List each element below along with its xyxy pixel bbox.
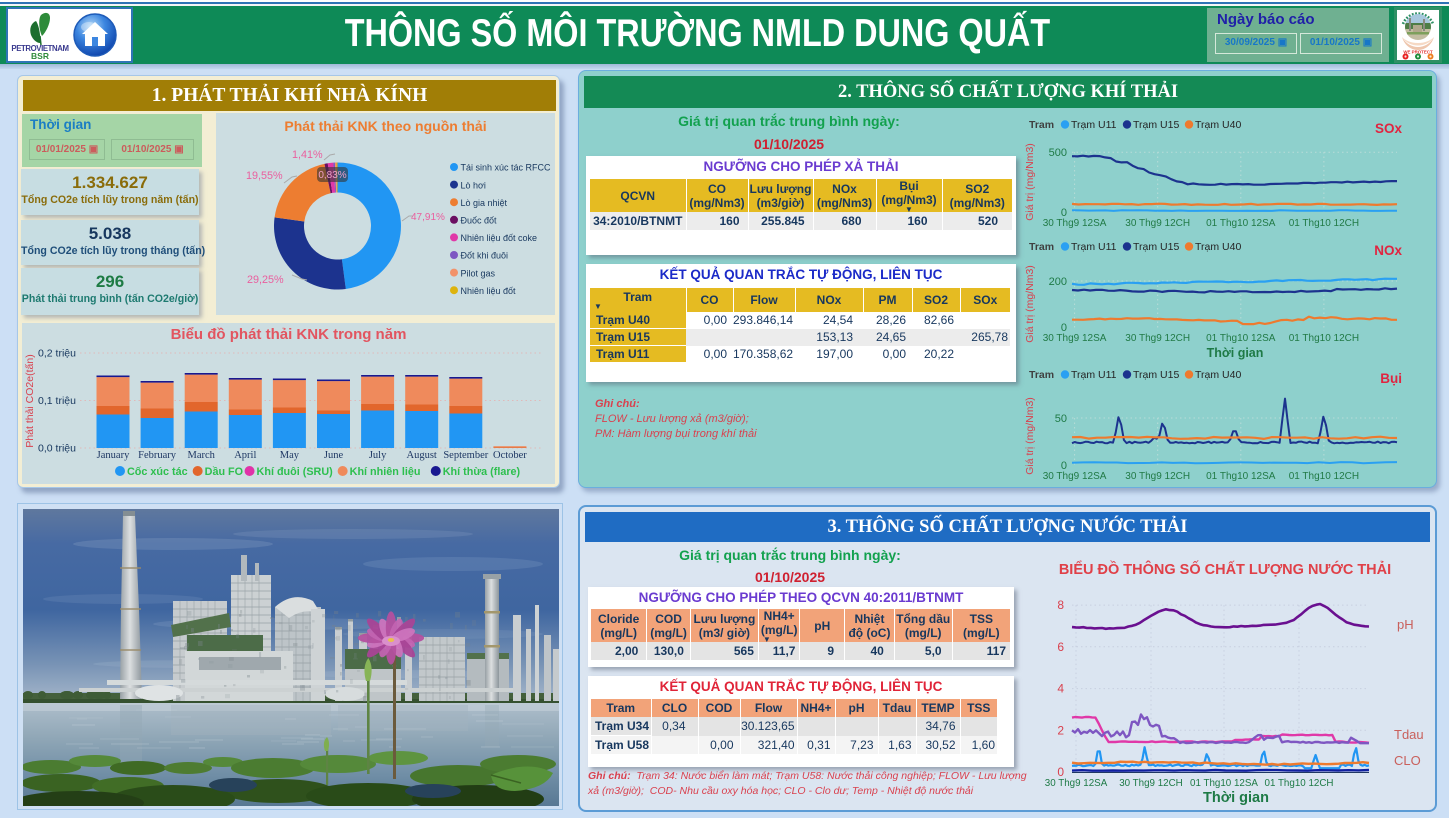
svg-text:October: October [493, 450, 527, 461]
svg-text:April: April [234, 450, 256, 461]
svg-text:Tái sinh xúc tác RFCC: Tái sinh xúc tác RFCC [461, 163, 552, 173]
svg-text:01 Thg10 12CH: 01 Thg10 12CH [1265, 778, 1334, 789]
svg-text:01 Thg10 12CH: 01 Thg10 12CH [1289, 218, 1359, 229]
svg-text:Khí nhiên liệu: Khí nhiên liệu [350, 466, 421, 478]
svg-text:Đốt khi đuôi: Đốt khi đuôi [461, 251, 509, 261]
svg-text:Trạm U11: Trạm U11 [1071, 119, 1117, 131]
svg-text:Cốc xúc tác: Cốc xúc tác [127, 466, 188, 478]
svg-text:January: January [97, 450, 130, 461]
svg-text:30 Thg9 12SA: 30 Thg9 12SA [1045, 778, 1108, 789]
svg-text:4: 4 [1057, 682, 1064, 696]
svg-text:Phát thải CO2e(tấn): Phát thải CO2e(tấn) [24, 354, 36, 447]
svg-text:200: 200 [1049, 276, 1067, 288]
svg-text:Khí đuôi (SRU): Khí đuôi (SRU) [257, 466, 334, 478]
svg-text:Pilot gas: Pilot gas [461, 268, 496, 278]
svg-text:30 Thg9 12CH: 30 Thg9 12CH [1125, 471, 1190, 482]
svg-text:July: July [369, 450, 387, 461]
svg-text:Trạm U11: Trạm U11 [1071, 241, 1117, 253]
svg-text:01 Thg10 12SA: 01 Thg10 12SA [1206, 218, 1276, 229]
svg-text:0,0 triệu: 0,0 triệu [38, 443, 76, 455]
svg-text:Khí thừa (flare): Khí thừa (flare) [443, 466, 521, 478]
svg-text:29,25%: 29,25% [247, 274, 284, 286]
svg-text:June: June [324, 450, 344, 461]
svg-text:Tram: Tram [1029, 119, 1054, 131]
svg-text:Thời gian: Thời gian [1207, 346, 1264, 360]
svg-text:0: 0 [1061, 460, 1067, 472]
svg-text:Trạm U15: Trạm U15 [1133, 369, 1179, 381]
svg-text:30 Thg9 12SA: 30 Thg9 12SA [1043, 218, 1107, 229]
svg-text:0,1 triệu: 0,1 triệu [38, 395, 76, 407]
svg-text:August: August [407, 450, 437, 461]
svg-text:Lò hơi: Lò hơi [461, 180, 486, 190]
svg-text:1,41%: 1,41% [292, 149, 323, 161]
svg-text:0,2 triệu: 0,2 triệu [38, 348, 76, 360]
svg-text:0,83%: 0,83% [318, 170, 346, 181]
svg-text:30 Thg9 12SA: 30 Thg9 12SA [1043, 333, 1107, 344]
svg-text:March: March [187, 450, 215, 461]
svg-text:February: February [138, 450, 177, 461]
svg-text:30 Thg9 12CH: 30 Thg9 12CH [1119, 778, 1183, 789]
svg-text:0: 0 [1057, 765, 1064, 779]
svg-text:8: 8 [1057, 598, 1064, 612]
svg-text:BIỂU ĐỒ THÔNG SỐ CHẤT LƯỢNG NƯ: BIỂU ĐỒ THÔNG SỐ CHẤT LƯỢNG NƯỚC THẢI [1059, 560, 1391, 578]
svg-text:WE PROTECT: WE PROTECT [1403, 50, 1433, 55]
svg-text:Nhiên liệu đốt coke: Nhiên liệu đốt coke [461, 233, 538, 243]
svg-text:Đuốc đốt: Đuốc đốt [461, 216, 498, 226]
svg-text:01 Thg10 12CH: 01 Thg10 12CH [1289, 333, 1359, 344]
svg-text:30 Thg9 12CH: 30 Thg9 12CH [1125, 333, 1190, 344]
svg-text:NOx: NOx [1374, 243, 1402, 258]
svg-text:Giá trị (mg/Nm3): Giá trị (mg/Nm3) [1024, 143, 1036, 221]
svg-text:Lò gia nhiệt: Lò gia nhiệt [461, 198, 508, 208]
svg-text:6: 6 [1057, 640, 1064, 654]
svg-text:Trạm U40: Trạm U40 [1195, 241, 1241, 253]
svg-text:0: 0 [1061, 207, 1067, 219]
svg-text:01 Thg10 12SA: 01 Thg10 12SA [1206, 471, 1276, 482]
svg-text:Thời gian: Thời gian [1203, 790, 1269, 806]
svg-text:Bụi: Bụi [1380, 371, 1402, 386]
svg-text:Tram: Tram [1029, 369, 1054, 381]
svg-text:01 Thg10 12CH: 01 Thg10 12CH [1289, 471, 1359, 482]
svg-text:01 Thg10 12SA: 01 Thg10 12SA [1190, 778, 1258, 789]
svg-text:Trạm U15: Trạm U15 [1133, 241, 1179, 253]
svg-text:Trạm U11: Trạm U11 [1071, 369, 1117, 381]
svg-text:30 Thg9 12CH: 30 Thg9 12CH [1125, 218, 1190, 229]
svg-text:47,91%: 47,91% [411, 212, 445, 223]
svg-text:Giá trị (mg/Nm3): Giá trị (mg/Nm3) [1024, 265, 1036, 343]
svg-text:Trạm U40: Trạm U40 [1195, 369, 1241, 381]
svg-text:Trạm U15: Trạm U15 [1133, 119, 1179, 131]
svg-text:500: 500 [1049, 147, 1067, 159]
svg-text:May: May [280, 450, 300, 461]
svg-text:SOx: SOx [1375, 121, 1403, 136]
svg-text:PETROVIETNAM: PETROVIETNAM [11, 44, 68, 53]
svg-text:0: 0 [1061, 322, 1067, 334]
svg-text:Dầu FO: Dầu FO [205, 466, 243, 478]
svg-text:Trạm U40: Trạm U40 [1195, 119, 1241, 131]
svg-text:30 Thg9 12SA: 30 Thg9 12SA [1043, 471, 1107, 482]
svg-text:Giá trị (mg/Nm3): Giá trị (mg/Nm3) [1024, 397, 1036, 475]
svg-text:CLO: CLO [1394, 753, 1421, 768]
svg-text:01 Thg10 12SA: 01 Thg10 12SA [1206, 333, 1276, 344]
svg-text:2: 2 [1057, 723, 1064, 737]
svg-text:50: 50 [1055, 413, 1067, 425]
svg-text:Nhiên liệu đốt: Nhiên liệu đốt [461, 286, 517, 296]
svg-text:September: September [443, 450, 488, 461]
svg-text:Tram: Tram [1029, 241, 1054, 253]
svg-text:BSR: BSR [31, 51, 49, 61]
svg-text:19,55%: 19,55% [246, 170, 283, 182]
svg-text:Tdau: Tdau [1394, 727, 1424, 742]
svg-text:pH: pH [1397, 617, 1414, 632]
